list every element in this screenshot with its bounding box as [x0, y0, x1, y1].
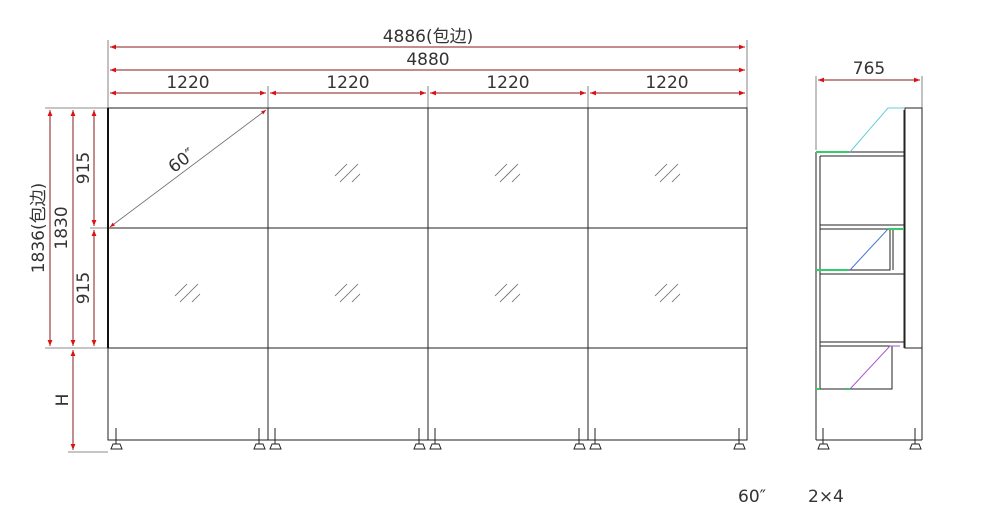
depth-label: 765: [853, 59, 885, 79]
height-dimensions: 1836(包边) 1830 915 915 H: [29, 107, 108, 453]
overall-height-bezel-label: 1836(包边): [29, 183, 49, 274]
caption-size: 60″: [738, 487, 766, 507]
caption: 60″ 2×4: [738, 487, 844, 507]
column-width-label: 1220: [166, 73, 209, 93]
diagonal-label: 60″: [165, 145, 199, 178]
width-dimensions: 4886(包边) 4880 1220 1220 1220 1220: [107, 27, 748, 108]
row-height-label: 915: [74, 152, 94, 184]
caption-layout: 2×4: [808, 487, 844, 507]
side-view: 765: [815, 59, 923, 450]
overall-width-bezel-label: 4886(包边): [383, 27, 474, 47]
glass-marks: [174, 163, 681, 303]
adjustable-feet: [110, 428, 746, 450]
diagonal-dimension: [109, 109, 267, 228]
front-view: 60″: [107, 107, 748, 450]
column-width-label: 1220: [326, 73, 369, 93]
column-width-label: 1220: [486, 73, 529, 93]
row-height-label: 915: [74, 272, 94, 304]
column-width-label: 1220: [645, 73, 688, 93]
overall-height-label: 1830: [52, 206, 72, 249]
overall-width-label: 4880: [406, 50, 449, 70]
stand-height-label: H: [53, 394, 73, 407]
